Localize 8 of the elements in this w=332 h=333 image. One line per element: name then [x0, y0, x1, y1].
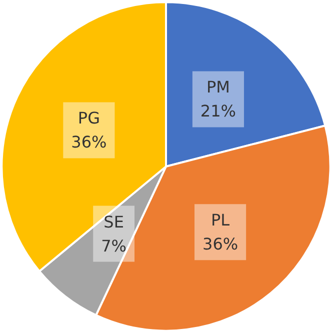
slice-label: PG [78, 108, 100, 128]
data-label: 36% [71, 132, 107, 152]
data-label: 21% [200, 102, 236, 121]
data-label: 7% [101, 236, 126, 256]
data-label: 36% [202, 234, 238, 254]
slice-label: PL [211, 210, 230, 230]
slice-label: PM [206, 78, 230, 97]
slice-label: SE [104, 212, 124, 232]
